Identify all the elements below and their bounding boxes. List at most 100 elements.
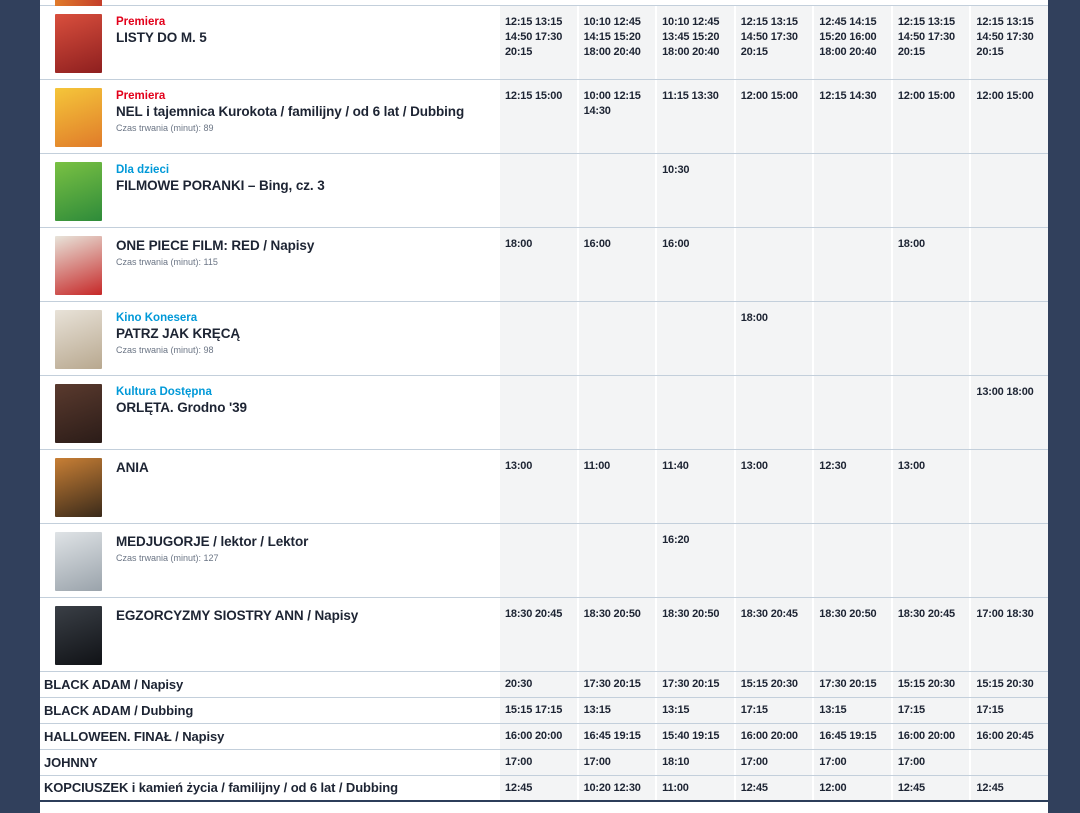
showtimes-cell[interactable]: 12:00 15:00 — [735, 80, 813, 153]
showtimes-cell[interactable]: 12:15 13:15 14:50 17:30 20:15 — [892, 6, 970, 79]
movie-poster[interactable] — [55, 14, 102, 73]
showtimes-cell[interactable]: 12:45 — [892, 776, 970, 800]
showtimes-cell[interactable]: 12:15 14:30 — [814, 80, 891, 153]
movie-title[interactable]: ANIA — [116, 460, 149, 475]
movie-poster[interactable] — [55, 606, 102, 665]
showtimes-cell[interactable]: 17:00 — [735, 750, 813, 775]
showtimes-cell[interactable]: 15:15 20:30 — [892, 672, 970, 697]
movie-poster[interactable] — [55, 88, 102, 147]
showtimes-cell[interactable]: 11:15 13:30 — [657, 80, 734, 153]
showtimes-cell[interactable]: 18:30 20:50 — [657, 598, 734, 671]
showtimes-cell[interactable]: 17:15 — [971, 698, 1048, 723]
showtimes-cell[interactable]: 16:45 19:15 — [578, 724, 656, 749]
showtimes-cell[interactable]: 12:15 13:15 14:50 17:30 20:15 — [971, 6, 1048, 79]
movie-poster[interactable] — [55, 532, 102, 591]
showtimes-cell[interactable]: 18:00 — [735, 302, 813, 375]
showtimes-cell[interactable]: 17:30 20:15 — [578, 672, 656, 697]
movie-title[interactable]: HALLOWEEN. FINAŁ / Napisy — [44, 728, 225, 744]
movie-title[interactable]: MEDJUGORJE / lektor / Lektor — [116, 534, 309, 549]
showtimes-cell — [971, 302, 1048, 375]
movie-title[interactable]: NEL i tajemnica Kurokota / familijny / o… — [116, 104, 465, 119]
showtimes-cell[interactable]: 13:00 18:00 — [971, 376, 1048, 449]
showtimes-cell[interactable]: 20:30 — [500, 672, 577, 697]
movie-title[interactable]: EGZORCYZMY SIOSTRY ANN / Napisy — [116, 608, 359, 623]
showtimes-cell[interactable]: 16:00 20:00 — [892, 724, 970, 749]
showtimes-cell[interactable]: 16:00 20:00 — [500, 724, 577, 749]
movie-poster[interactable] — [55, 162, 102, 221]
showtimes-cell[interactable]: 10:10 12:45 14:15 15:20 18:00 20:40 — [578, 6, 656, 79]
showtimes-cell[interactable]: 16:00 — [578, 228, 656, 301]
showtimes-cell[interactable]: 11:40 — [657, 450, 734, 523]
movie-title[interactable]: LISTY DO M. 5 — [116, 30, 207, 45]
showtimes-cell[interactable]: 13:00 — [500, 450, 577, 523]
showtimes-cell[interactable]: 17:30 20:15 — [814, 672, 891, 697]
showtimes-cell[interactable]: 12:15 13:15 14:50 17:30 20:15 — [500, 6, 577, 79]
showtimes-cell[interactable]: 12:00 15:00 — [892, 80, 970, 153]
showtimes-cell[interactable]: 10:20 12:30 — [578, 776, 656, 800]
showtimes-cell[interactable]: 15:15 17:15 — [500, 698, 577, 723]
movie-poster[interactable] — [55, 458, 102, 517]
showtimes-cell[interactable]: 16:45 19:15 — [814, 724, 891, 749]
showtimes-cell[interactable]: 15:15 20:30 — [971, 672, 1048, 697]
movie-title[interactable]: JOHNNY — [44, 754, 98, 770]
movie-title[interactable]: BLACK ADAM / Napisy — [44, 676, 184, 692]
movie-title[interactable]: KOPCIUSZEK i kamień życia / familijny / … — [44, 780, 398, 795]
showtimes-cell[interactable]: 12:45 — [500, 776, 577, 800]
showtimes-cell[interactable]: 12:00 — [814, 776, 891, 800]
movie-poster[interactable] — [55, 310, 102, 369]
showtimes-cell[interactable]: 17:15 — [892, 698, 970, 723]
showtimes-cell[interactable]: 12:45 — [735, 776, 813, 800]
showtimes-cell[interactable]: 13:00 — [892, 450, 970, 523]
showtimes-cell[interactable]: 18:30 20:45 — [500, 598, 577, 671]
showtimes-cell[interactable]: 17:00 — [814, 750, 891, 775]
showtimes-cell[interactable]: 10:00 12:15 14:30 — [578, 80, 656, 153]
movie-title[interactable]: FILMOWE PORANKI – Bing, cz. 3 — [116, 178, 325, 193]
movie-info: HALLOWEEN. FINAŁ / Napisy — [40, 724, 498, 749]
showtimes-cell[interactable]: 12:45 14:15 15:20 16:00 18:00 20:40 — [814, 6, 891, 79]
showtimes-cell[interactable]: 12:15 13:15 14:50 17:30 20:15 — [735, 6, 813, 79]
movie-info: Dla dzieci FILMOWE PORANKI – Bing, cz. 3 — [40, 154, 498, 227]
showtimes-cell[interactable]: 18:30 20:45 — [735, 598, 813, 671]
movie-row: EGZORCYZMY SIOSTRY ANN / Napisy 18:30 20:… — [40, 598, 1048, 672]
showtimes-cell[interactable]: 10:10 12:45 13:45 15:20 18:00 20:40 — [657, 6, 734, 79]
showtimes-cell[interactable]: 13:15 — [814, 698, 891, 723]
showtimes-cell — [971, 450, 1048, 523]
showtimes-cell[interactable]: 12:45 — [971, 776, 1048, 800]
movie-poster[interactable] — [55, 236, 102, 295]
showtimes-cell[interactable]: 16:00 20:45 — [971, 724, 1048, 749]
showtimes-cell[interactable]: 13:15 — [657, 698, 734, 723]
showtimes-cell[interactable]: 17:15 — [735, 698, 813, 723]
showtimes-cell[interactable]: 18:30 20:50 — [578, 598, 656, 671]
showtimes-cell[interactable]: 17:00 18:30 — [971, 598, 1048, 671]
movie-meta: Premiera NEL i tajemnica Kurokota / famil… — [116, 88, 464, 147]
showtimes-cell[interactable]: 15:15 20:30 — [735, 672, 813, 697]
showtimes-cell[interactable]: 16:00 — [657, 228, 734, 301]
showtimes-cell[interactable]: 11:00 — [657, 776, 734, 800]
movie-title[interactable]: BLACK ADAM / Dubbing — [44, 702, 194, 718]
showtimes-cell[interactable]: 16:00 20:00 — [735, 724, 813, 749]
showtimes-cell[interactable]: 12:15 15:00 — [500, 80, 577, 153]
showtimes-cell[interactable]: 12:00 15:00 — [971, 80, 1048, 153]
showtimes-cell[interactable]: 18:10 — [657, 750, 734, 775]
movie-meta: Kino Konesera PATRZ JAK KRĘCĄ Czas trwania… — [116, 310, 240, 369]
showtimes-cell[interactable]: 18:30 20:45 — [892, 598, 970, 671]
movie-title[interactable]: PATRZ JAK KRĘCĄ — [116, 326, 241, 341]
showtimes-cell[interactable]: 10:30 — [657, 154, 734, 227]
showtimes-cell[interactable]: 17:00 — [578, 750, 656, 775]
showtimes-cell[interactable]: 15:40 19:15 — [657, 724, 734, 749]
showtimes-cell[interactable]: 18:30 20:50 — [814, 598, 891, 671]
showtimes-cell[interactable]: 18:00 — [892, 228, 970, 301]
showtimes-cell[interactable]: 13:00 — [735, 450, 813, 523]
movie-poster[interactable] — [55, 384, 102, 443]
showtimes-cell[interactable]: 18:00 — [500, 228, 577, 301]
showtimes-cell[interactable]: 13:15 — [578, 698, 656, 723]
showtimes-cell[interactable]: 16:20 — [657, 524, 734, 597]
movie-title[interactable]: ONE PIECE FILM: RED / Napisy — [116, 238, 315, 253]
showtimes-cell — [500, 302, 577, 375]
showtimes-cell[interactable]: 17:00 — [500, 750, 577, 775]
showtimes-cell[interactable]: 17:30 20:15 — [657, 672, 734, 697]
showtimes-cell[interactable]: 11:00 — [578, 450, 656, 523]
movie-title[interactable]: ORLĘTA. Grodno '39 — [116, 400, 247, 415]
showtimes-cell[interactable]: 17:00 — [892, 750, 970, 775]
showtimes-cell[interactable]: 12:30 — [814, 450, 891, 523]
